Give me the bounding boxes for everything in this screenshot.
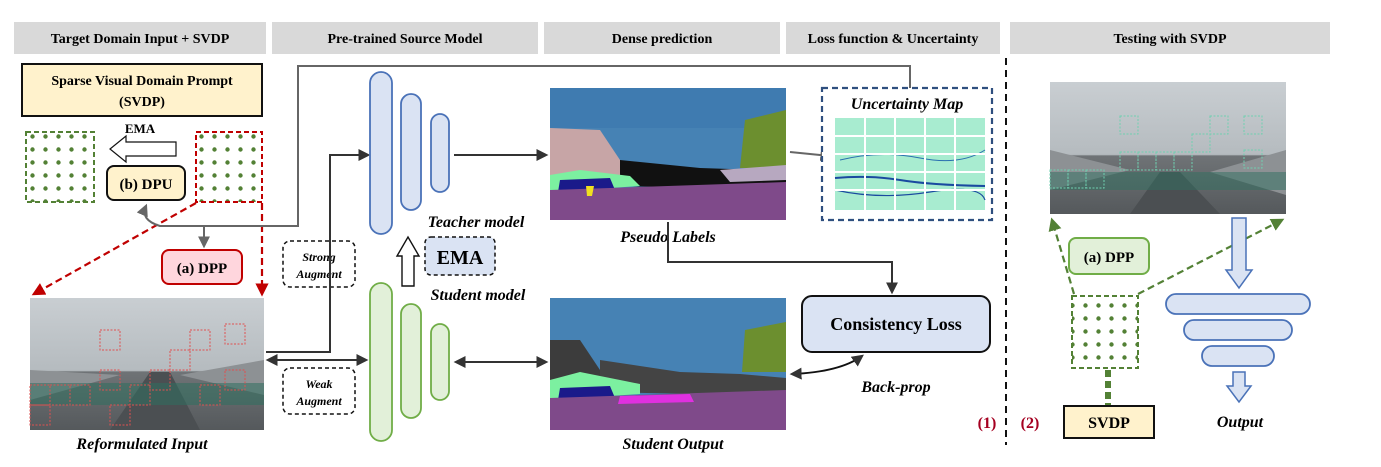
arrow-to-teacher — [266, 149, 371, 353]
ema-hollow-arrow — [109, 134, 177, 164]
dpu-box — [106, 165, 186, 201]
test-arrow-down-1 — [1224, 217, 1254, 290]
mark-2: (2) — [1021, 415, 1040, 432]
weak-augment-line1: Weak — [305, 377, 332, 391]
header-source: Pre-trained Source Model — [327, 32, 482, 47]
header-target: Target Domain Input + SVDP — [51, 32, 230, 47]
teacher-layer-2 — [400, 93, 422, 211]
prompt-grid-right — [195, 131, 263, 203]
teacher-layer-3 — [430, 113, 450, 193]
ema-small-label: EMA — [125, 121, 156, 136]
ema-big-label: EMA — [437, 247, 484, 269]
prompt-grid-left — [25, 131, 95, 203]
header-testing: Testing with SVDP — [1113, 32, 1227, 47]
strong-augment-line2: Augment — [295, 267, 342, 281]
header-target-bg — [14, 22, 266, 54]
green-arrow-left — [1048, 217, 1076, 295]
uncertainty-map-image — [834, 118, 986, 210]
header-loss: Loss function & Uncertainty — [808, 32, 979, 47]
student-output-label: Student Output — [623, 436, 724, 453]
student-layer-2 — [400, 303, 422, 419]
header-testing-bg — [1010, 22, 1330, 54]
dpp-right-label: (a) DPP — [1084, 250, 1134, 266]
dpp-left-label: (a) DPP — [177, 261, 227, 277]
uncertainty-label: Uncertainty Map — [851, 96, 963, 113]
ema-up-arrow — [395, 235, 421, 287]
svdp-box-line2: (SVDP) — [119, 95, 165, 110]
pseudo-labels-image — [550, 88, 786, 220]
mark-1: (1) — [978, 415, 997, 432]
svdp-box — [21, 63, 263, 117]
weak-augment-line2: Augment — [295, 394, 342, 408]
dpp-left-box — [161, 249, 243, 285]
backprop-label: Back-prop — [860, 379, 930, 396]
consistency-box — [801, 295, 991, 353]
prompt-grid-test — [1071, 295, 1139, 369]
test-layer-1 — [1165, 293, 1311, 315]
teacher-label: Teacher model — [428, 214, 525, 231]
strong-augment-line1: Strong — [302, 250, 335, 264]
dpu-label: (b) DPU — [120, 177, 173, 193]
student-layer-1 — [369, 282, 393, 442]
sparse-prompt-patches-right — [1049, 115, 1263, 189]
sparse-prompt-patches-left — [29, 323, 246, 426]
reformulated-label: Reformulated Input — [75, 436, 208, 453]
student-layer-3 — [430, 323, 450, 401]
backprop-arrow — [789, 354, 864, 380]
output-label: Output — [1217, 414, 1264, 431]
header-dense-bg — [544, 22, 780, 54]
test-arrow-down-2 — [1225, 371, 1253, 404]
student-label: Student model — [431, 287, 526, 304]
green-arrow-right — [1137, 218, 1285, 295]
testing-input-image — [1050, 82, 1286, 214]
teacher-layer-1 — [369, 71, 393, 235]
consistency-label: Consistency Loss — [830, 314, 962, 334]
dpp-right-box — [1068, 237, 1150, 275]
test-layer-3 — [1201, 345, 1275, 367]
test-layer-2 — [1183, 319, 1293, 341]
svdp-box-line1: Sparse Visual Domain Prompt — [51, 74, 233, 89]
arrow-pseudo-consistency — [667, 222, 898, 295]
header-source-bg — [272, 22, 538, 54]
svdp-label: SVDP — [1088, 415, 1130, 432]
svdp-label-box — [1063, 405, 1155, 439]
strong-augment-box — [282, 240, 356, 288]
header-bar: Target Domain Input + SVDP Pre-trained S… — [14, 22, 1330, 54]
feedback-line — [136, 65, 911, 227]
weak-augment-box — [282, 367, 356, 415]
header-dense: Dense prediction — [612, 32, 713, 47]
reformulated-input-image — [30, 298, 264, 430]
header-loss-bg — [786, 22, 1000, 54]
student-output-image — [550, 298, 786, 430]
red-arrow-diag — [31, 202, 197, 296]
ema-big-box — [424, 236, 496, 276]
uncertainty-grid — [835, 118, 985, 210]
